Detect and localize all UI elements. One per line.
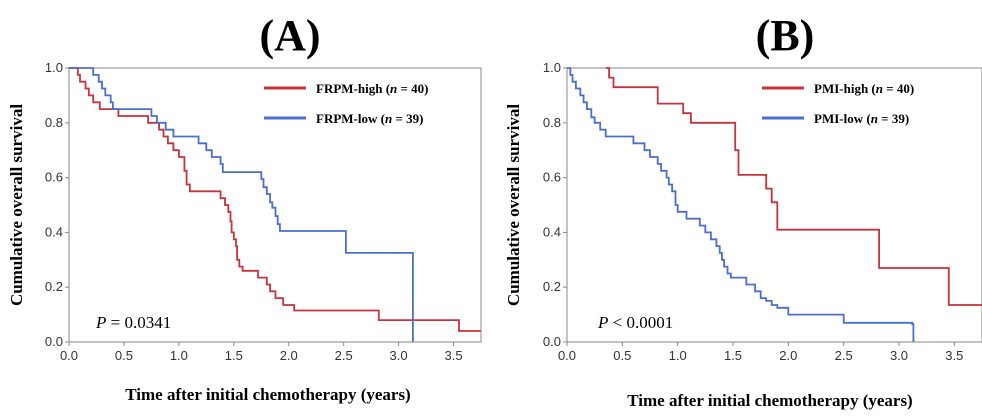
x-tick-label: 0.5 [115,348,133,363]
y-tick-label: 0.4 [45,224,63,239]
x-tick-label: 3.5 [444,348,462,363]
legend-label-pmi-low: PMI-low (n = 39) [814,111,909,126]
y-tick-label: 0.6 [543,170,561,185]
x-tick-label: 2.0 [280,348,298,363]
x-tick-label: 2.5 [835,348,853,363]
y-tick-label: 0.2 [45,279,63,294]
panel-title: (B) [756,11,815,60]
y-tick-label: 0.4 [543,224,561,239]
survival-curve-pmi-high [605,67,982,306]
x-tick-label: 0.0 [558,348,576,363]
x-tick-label: 1.5 [724,348,742,363]
panel-title: (A) [259,11,320,60]
x-tick-label: 3.0 [390,348,408,363]
p-value-annotation: P = 0.0341 [95,313,171,332]
legend-label-pmi-high: PMI-high (n = 40) [814,81,914,96]
y-axis-label: Cumulative overall survival [7,104,26,306]
x-tick-label: 2.5 [335,348,353,363]
chart-panel-a: (A) 0.0 0.2 0.4 0.6 0.8 1.0 0.0 0.5 1.0 1.5 2.0 2.5 3… [7,11,482,404]
y-tick-label: 0.8 [543,115,561,130]
x-tick-label: 1.0 [669,348,687,363]
x-tick-label: 0.5 [613,348,631,363]
y-tick-label: 0.2 [543,279,561,294]
legend-label-frpm-high: FRPM-high (n = 40) [316,81,429,96]
x-axis-label: Time after initial chemotherapy (years) [627,391,912,410]
x-tick-label: 3.0 [890,348,908,363]
y-tick-label: 0.6 [45,170,63,185]
y-tick-label: 0.0 [543,334,561,349]
y-tick-label: 0.0 [45,334,63,349]
survival-curve-frpm-low [69,67,414,342]
legend-label-frpm-low: FRPM-low (n = 39) [316,111,423,126]
x-tick-label: 1.0 [170,348,188,363]
y-tick-label: 0.8 [45,115,63,130]
x-tick-label: 1.5 [225,348,243,363]
plot-frame [68,67,482,343]
y-tick-label: 1.0 [45,60,63,75]
y-tick-label: 1.0 [543,60,561,75]
chart-panel-b: (B) 0.0 0.2 0.4 0.6 0.8 1.0 0.0 0.5 1.0 1.5 2.0 2.5 3… [504,11,982,410]
y-axis-label: Cumulative overall survival [504,104,523,306]
p-value-annotation: P < 0.0001 [597,313,673,332]
x-tick-label: 0.0 [60,348,78,363]
x-tick-label: 2.0 [779,348,797,363]
survival-curve-frpm-high [69,67,481,332]
x-axis-label: Time after initial chemotherapy (years) [125,385,410,404]
survival-curve-pmi-low [567,67,915,342]
x-tick-label: 3.5 [945,348,963,363]
plot-frame [566,67,982,343]
